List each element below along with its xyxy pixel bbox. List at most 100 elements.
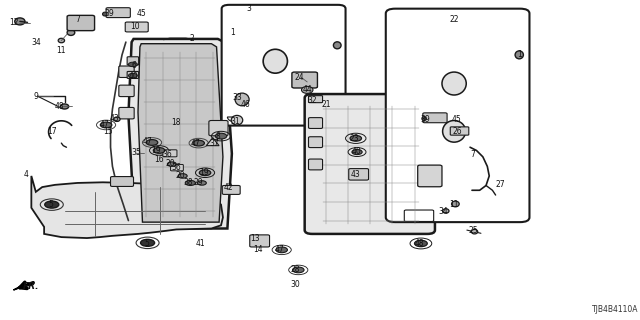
Text: 45: 45 [451,115,461,124]
FancyBboxPatch shape [308,96,323,103]
Ellipse shape [443,209,449,213]
FancyBboxPatch shape [163,150,177,157]
Circle shape [193,140,204,146]
FancyBboxPatch shape [119,85,134,97]
Text: 44: 44 [302,85,312,94]
FancyBboxPatch shape [386,9,529,222]
Text: 39: 39 [104,9,114,18]
Text: 48: 48 [54,102,64,111]
FancyBboxPatch shape [292,72,317,88]
Text: 39: 39 [420,115,430,124]
Circle shape [352,149,362,155]
Circle shape [154,148,165,153]
Text: 9: 9 [33,92,38,101]
Text: 11: 11 [56,45,66,55]
Text: 23: 23 [349,134,359,143]
Ellipse shape [67,30,75,36]
Ellipse shape [442,72,467,95]
FancyBboxPatch shape [221,5,346,125]
Text: 43: 43 [351,170,360,179]
Text: FR.: FR. [23,282,40,291]
FancyBboxPatch shape [349,169,369,180]
Text: 1: 1 [517,50,522,59]
FancyBboxPatch shape [404,210,434,221]
Text: 11: 11 [449,200,459,209]
Text: 5: 5 [48,200,53,209]
Text: 7: 7 [75,15,80,24]
Text: 19: 19 [199,168,209,177]
Circle shape [199,170,211,176]
Text: 22: 22 [449,15,459,24]
Text: 1: 1 [230,28,235,37]
FancyBboxPatch shape [209,121,228,136]
Circle shape [178,174,187,178]
Text: 41: 41 [195,239,205,248]
Text: 35: 35 [132,148,141,157]
FancyBboxPatch shape [171,164,183,171]
Ellipse shape [102,12,107,16]
Text: 27: 27 [495,180,505,189]
Ellipse shape [235,93,249,106]
Text: 47: 47 [100,120,109,130]
Text: 42: 42 [223,183,233,192]
Text: 38: 38 [183,178,193,187]
Text: 28: 28 [291,265,301,275]
FancyBboxPatch shape [451,127,468,135]
Text: 37: 37 [209,139,219,148]
Text: 46: 46 [241,100,250,109]
Text: 13: 13 [251,234,260,243]
Circle shape [129,62,138,67]
Text: 47: 47 [191,139,200,148]
Ellipse shape [301,86,313,93]
Text: 36: 36 [163,150,172,159]
Text: 12: 12 [9,19,18,28]
Text: 20: 20 [176,171,186,180]
Ellipse shape [60,104,68,109]
Circle shape [100,122,112,128]
Text: 7: 7 [470,150,475,159]
Text: 3: 3 [246,4,251,13]
FancyBboxPatch shape [127,71,139,78]
FancyBboxPatch shape [106,8,131,18]
Text: 47: 47 [143,137,152,146]
Text: 8: 8 [216,132,220,140]
Text: 47: 47 [275,245,285,254]
Ellipse shape [15,18,25,25]
Text: 2: 2 [190,35,195,44]
FancyBboxPatch shape [127,57,139,65]
FancyBboxPatch shape [222,186,240,195]
Circle shape [141,239,155,246]
Circle shape [350,135,362,141]
Text: 48: 48 [414,239,424,248]
Circle shape [215,133,227,139]
Ellipse shape [443,121,466,142]
Text: 14: 14 [253,245,263,254]
Polygon shape [31,176,223,238]
Ellipse shape [231,116,243,125]
Text: 40: 40 [129,72,138,81]
FancyBboxPatch shape [250,235,269,247]
FancyBboxPatch shape [308,137,323,148]
Circle shape [292,267,304,273]
Text: 29: 29 [194,178,204,187]
Ellipse shape [515,51,524,59]
FancyBboxPatch shape [119,66,134,77]
Circle shape [185,180,195,186]
Circle shape [129,73,138,78]
Ellipse shape [58,38,65,43]
FancyBboxPatch shape [308,159,323,170]
Circle shape [197,181,206,185]
FancyBboxPatch shape [418,165,442,187]
FancyBboxPatch shape [305,94,435,234]
Text: 21: 21 [322,100,331,109]
Ellipse shape [452,201,460,207]
FancyBboxPatch shape [423,113,447,123]
Text: 19: 19 [152,146,161,155]
Polygon shape [138,44,223,222]
Text: 4: 4 [24,171,29,180]
FancyBboxPatch shape [308,118,323,128]
Text: 5: 5 [144,239,148,248]
Polygon shape [206,138,219,146]
Text: 26: 26 [452,127,462,136]
Text: 36: 36 [172,164,181,172]
